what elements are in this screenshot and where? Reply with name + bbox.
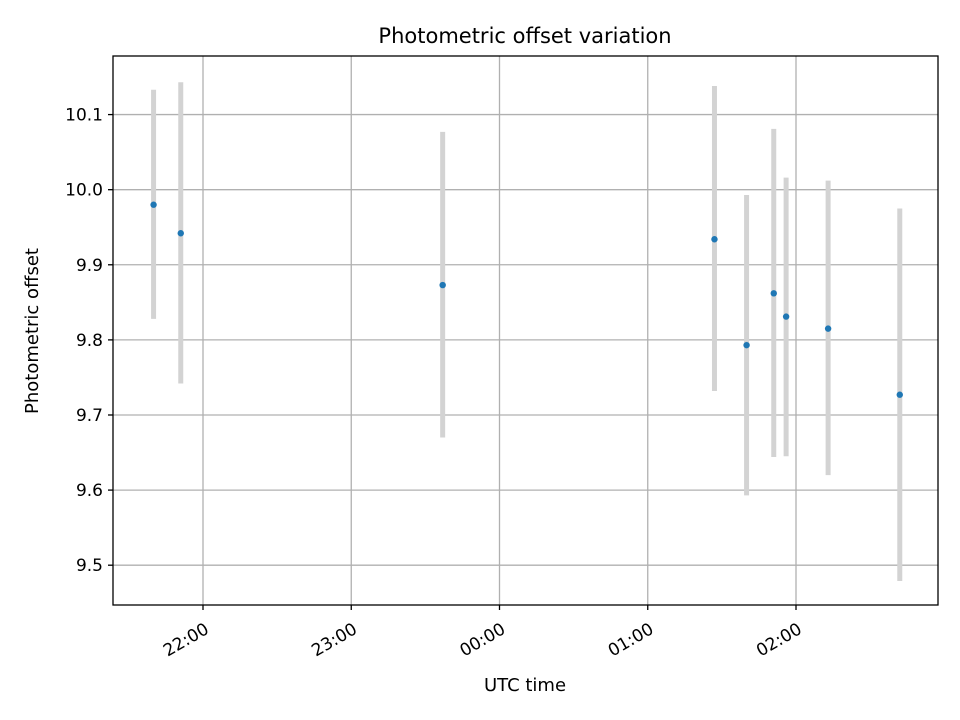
data-point — [782, 313, 790, 320]
plot-frame — [112, 55, 939, 606]
chart-title: Photometric offset variation — [378, 24, 671, 48]
data-point — [896, 391, 903, 398]
y-axis-label: Photometric offset — [22, 248, 43, 414]
y-axis-ticks: 9.5 9.6 9.7 9.8 9.9 10.0 10.1 — [65, 106, 113, 576]
y-tick-label: 10.0 — [65, 181, 103, 201]
x-axis-label: UTC time — [484, 675, 566, 696]
y-tick-label: 9.6 — [76, 481, 103, 501]
data-point — [177, 230, 184, 237]
y-tick-label: 9.5 — [76, 556, 103, 576]
data-points — [150, 201, 903, 398]
data-point — [150, 201, 157, 208]
data-point — [824, 325, 832, 332]
y-tick-label: 9.9 — [76, 256, 103, 276]
data-point — [711, 236, 718, 243]
y-tick-label: 10.1 — [65, 106, 103, 126]
y-tick-label: 9.8 — [76, 331, 103, 351]
data-point — [743, 341, 750, 349]
y-tick-label: 9.7 — [76, 406, 103, 426]
data-point — [770, 290, 777, 297]
grid — [113, 56, 938, 605]
data-point — [439, 281, 446, 289]
